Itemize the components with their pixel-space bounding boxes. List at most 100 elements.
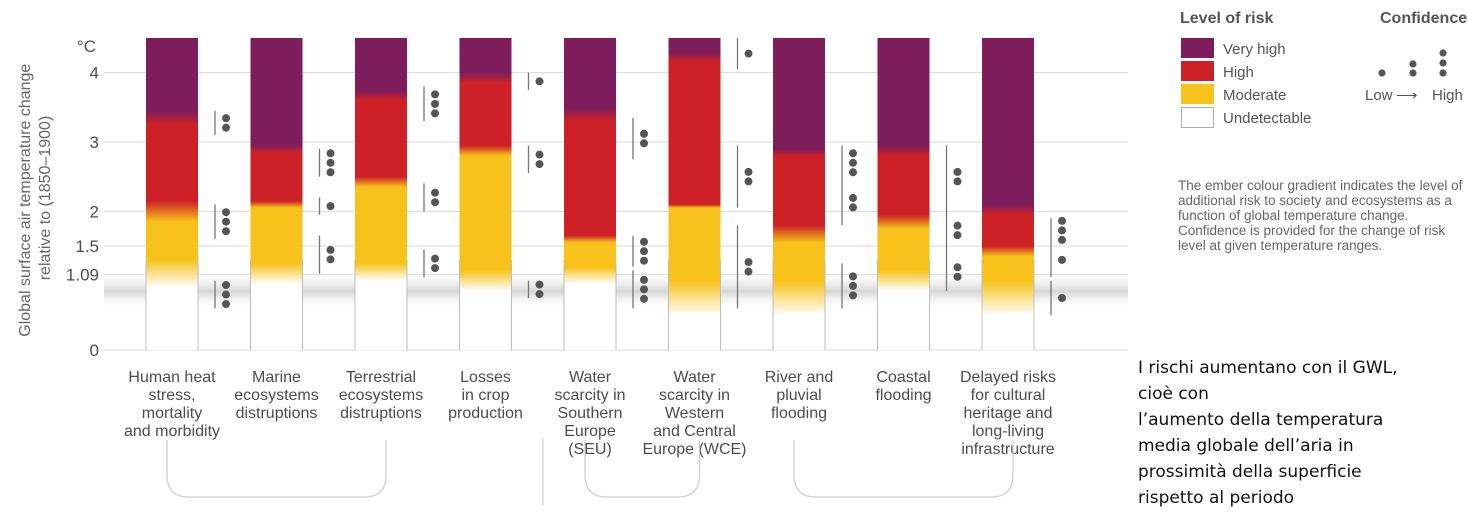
category-label: Human heat stress, mortality and morbidity [124,369,220,440]
confidence-dot [640,129,648,138]
y-tick-labels: 0 1.09 1.5 2 3 4 [66,64,99,360]
ember-bar [250,38,303,350]
confidence-dot [640,294,648,303]
legend: Level of risk Very high High Moderate Un… [1180,10,1467,128]
y-axis: Global surface air temperature change re… [17,37,99,360]
annotation-line: rispetto al periodo [1138,488,1295,508]
category-label-line: (SEU) [568,441,612,458]
annotation-line: I rischi aumentano con il GWL, [1138,358,1398,378]
legend-label-moderate: Moderate [1223,87,1286,104]
annotation-line: l’aumento della temperatura [1138,410,1384,430]
category-label: Terrestrial ecosystems distruptions [339,369,423,422]
confidence-dot [326,168,335,177]
confidence-high-label: High [1432,87,1463,104]
confidence-dot [849,272,857,281]
category-label-line: Delayed risks [960,369,1056,386]
group-bracket [793,440,1014,498]
confidence-dot [849,158,857,167]
category-label-line: Marine [252,369,301,386]
ember-bar [877,38,930,350]
category-label-line: Water [673,369,716,386]
category-label-line: Losses [460,369,511,386]
category-label-line: scarcity in [554,387,625,404]
category-label-line: River and [765,369,833,386]
confidence-dot [744,167,753,176]
group-bracket [166,440,387,498]
confidence-dot [1058,235,1066,244]
group-bracket [584,440,701,498]
confidence-dot [222,227,230,236]
confidence-dot [222,290,230,299]
confidence-dot [222,300,230,309]
category-label-line: distruptions [236,405,318,422]
confidence-dot [640,275,648,284]
ember-bar [773,38,825,350]
category-label-line: for cultural [971,387,1046,404]
legend-swatch-moderate [1181,84,1214,104]
category-label: Marine ecosystems distruptions [234,369,318,422]
confidence-dot [431,109,439,118]
category-label-line: Europe [564,423,616,440]
y-tick-label: 3 [90,133,99,152]
y-axis-label-line-2: relative to (1850–1900) [37,116,54,281]
category-label-line: production [448,405,523,422]
confidence-dot [431,90,439,99]
category-label-line: mortality [142,405,202,422]
category-label-line: scarcity in [659,387,730,404]
confidence-dot [222,123,230,132]
confidence-dot-medium [1409,69,1417,77]
category-label-line: Coastal [876,369,930,386]
confidence-dot-high [1439,49,1447,57]
category-label-line: ecosystems [234,387,318,404]
category-label-line: stress, [148,387,195,404]
ember-bar [459,38,512,350]
legend-swatch-high [1181,61,1214,81]
category-label-line: and morbidity [124,423,220,440]
category-label-line: ecosystems [339,387,423,404]
legend-risk-title: Level of risk [1180,10,1273,27]
category-label-line: Water [569,369,612,386]
ember-bar [564,38,616,350]
confidence-dot [640,237,648,246]
legend-label-very-high: Very high [1223,41,1286,58]
category-labels: Human heat stress, mortality and morbidity M… [124,369,1056,458]
confidence-dot [222,217,230,226]
confidence-dot [640,139,648,148]
confidence-dot [953,272,962,281]
annotation-line: preindustriale [1138,511,1466,515]
confidence-markers [214,38,1066,316]
category-label-line: and Central [653,423,736,440]
category-label-line: Western [665,405,724,422]
category-label-line: heritage and [964,405,1053,422]
confidence-dot [640,285,648,294]
confidence-low-label: Low [1365,87,1393,104]
category-label-line: Terrestrial [346,369,416,386]
y-tick-label: 1.5 [75,237,99,256]
ember-bars [145,38,1035,350]
confidence-dot-low [1378,69,1386,77]
annotation-line: media globale dell’aria in [1138,436,1354,456]
annotation-line: cioè con [1138,384,1209,404]
annotation-text: I rischi aumentano con il GWL, cioè con … [1138,355,1466,515]
confidence-dot [744,258,753,267]
category-label-line: flooding [875,387,931,404]
confidence-dot [744,49,753,58]
y-tick-label: 4 [90,64,99,83]
legend-note: The ember colour gradient indicates the … [1178,178,1463,253]
confidence-dot-high [1439,69,1447,77]
confidence-dot [431,264,439,273]
ember-bar [146,38,198,350]
confidence-dot [849,291,857,300]
confidence-dot-high [1439,59,1447,67]
confidence-dot [744,267,753,276]
confidence-dot [849,281,857,290]
confidence-dot [535,160,544,169]
confidence-dot [849,168,857,177]
category-label-line: infrastructure [961,441,1054,458]
confidence-dot [431,188,439,197]
confidence-dot [1058,255,1066,264]
y-tick-label: 2 [90,202,99,221]
category-label: Water scarcity in Western and Central Europe… [642,369,746,458]
confidence-dot [849,193,857,202]
confidence-dot [640,256,648,265]
